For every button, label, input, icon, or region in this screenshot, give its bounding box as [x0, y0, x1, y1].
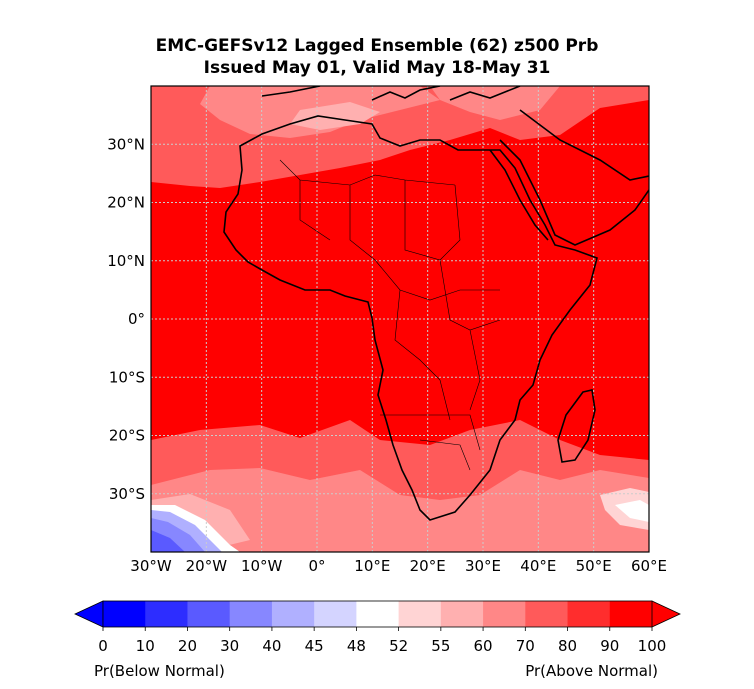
- lon-tick-label: 10°E: [354, 557, 390, 575]
- colorbar-tick-label: 48: [347, 637, 366, 655]
- colorbar-tick-label: 80: [558, 637, 577, 655]
- lon-tick-label: 30°W: [130, 557, 172, 575]
- madagascar-coastline: [557, 389, 596, 463]
- colorbar-right-label: Pr(Above Normal): [525, 662, 658, 680]
- colorbar-extend-high: [651, 600, 681, 628]
- colorbar-segment: [525, 601, 569, 627]
- title-line-2: Issued May 01, Valid May 18-May 31: [203, 58, 551, 78]
- europe-coastline: [261, 86, 521, 101]
- lon-tick-label: 0°: [308, 557, 325, 575]
- map-frame: [150, 85, 650, 553]
- colorbar-left-label: Pr(Below Normal): [94, 662, 225, 680]
- map-title: EMC-GEFSv12 Lagged Ensemble (62) z500 Pr…: [0, 35, 754, 79]
- colorbar-tick-label: 52: [389, 637, 408, 655]
- south-band-light: [151, 468, 649, 552]
- colorbar: 0 10 20 30 40 45 48 52 55 60 70 80 90 100: [74, 600, 681, 655]
- colorbar-segment: [187, 601, 231, 627]
- africa-coastline: [223, 115, 598, 521]
- lat-tick-label: 20°N: [107, 194, 145, 212]
- lon-tick-label: 30°E: [465, 557, 501, 575]
- colorbar-tick-label: 60: [474, 637, 493, 655]
- lon-tick-label: 10°W: [241, 557, 283, 575]
- colorbar-segment: [271, 601, 315, 627]
- colorbar-segment: [440, 601, 484, 627]
- colorbar-frame: [102, 600, 653, 628]
- arabia-coastline: [499, 109, 649, 246]
- colorbar-tick-label: 55: [431, 637, 450, 655]
- colorbar-tick-label: 30: [220, 637, 239, 655]
- colorbar-extend-low: [74, 600, 104, 628]
- lat-tick-label: 10°S: [109, 368, 145, 386]
- colorbar-tick-label: 20: [178, 637, 197, 655]
- lon-tick-label: 40°E: [520, 557, 556, 575]
- lat-tick-label: 0°: [128, 310, 145, 328]
- latitude-ticks: 30°N 20°N 10°N 0° 10°S 20°S 30°S: [107, 135, 145, 503]
- southeast-white: [615, 500, 649, 522]
- lat-tick-label: 30°S: [109, 485, 145, 503]
- colorbar-segment: [398, 601, 442, 627]
- colorbar-segment: [609, 601, 653, 627]
- lon-tick-label: 20°W: [186, 557, 228, 575]
- border-lines: [279, 159, 501, 471]
- lat-tick-label: 30°N: [107, 135, 145, 153]
- colorbar-segment: [356, 601, 400, 627]
- country-borders: [279, 159, 501, 471]
- colorbar-tick-label: 70: [516, 637, 535, 655]
- colorbar-segment: [145, 601, 188, 627]
- lat-tick-label: 10°N: [107, 252, 145, 270]
- colorbar-tick-label: 10: [136, 637, 155, 655]
- colorbar-tick-label: 0: [98, 637, 108, 655]
- coastlines: [223, 86, 649, 521]
- colorbar-tick-label: 40: [262, 637, 281, 655]
- lon-tick-label: 50°E: [576, 557, 612, 575]
- lat-tick-label: 20°S: [109, 427, 145, 445]
- redsea-coastline: [489, 149, 549, 241]
- colorbar-segment: [567, 601, 611, 627]
- southwest-blue-dark: [151, 530, 185, 552]
- colorbar-segment: [229, 601, 273, 627]
- colorbar-tick-label: 45: [305, 637, 324, 655]
- colorbar-segment: [314, 601, 357, 627]
- gridlines: [151, 86, 649, 552]
- longitude-ticks: 30°W 20°W 10°W 0° 10°E 20°E 30°E 40°E 50°E 60°E: [130, 557, 667, 575]
- title-line-1: EMC-GEFSv12 Lagged Ensemble (62) z500 Pr…: [155, 36, 599, 56]
- north-band-pale: [290, 102, 380, 130]
- map-area: [151, 86, 649, 552]
- colorbar-tick-label: 100: [638, 637, 667, 655]
- lon-tick-label: 20°E: [410, 557, 446, 575]
- colorbar-segment: [103, 601, 146, 627]
- lon-tick-label: 60°E: [631, 557, 667, 575]
- colorbar-tick-label: 90: [600, 637, 619, 655]
- colorbar-segment: [483, 601, 526, 627]
